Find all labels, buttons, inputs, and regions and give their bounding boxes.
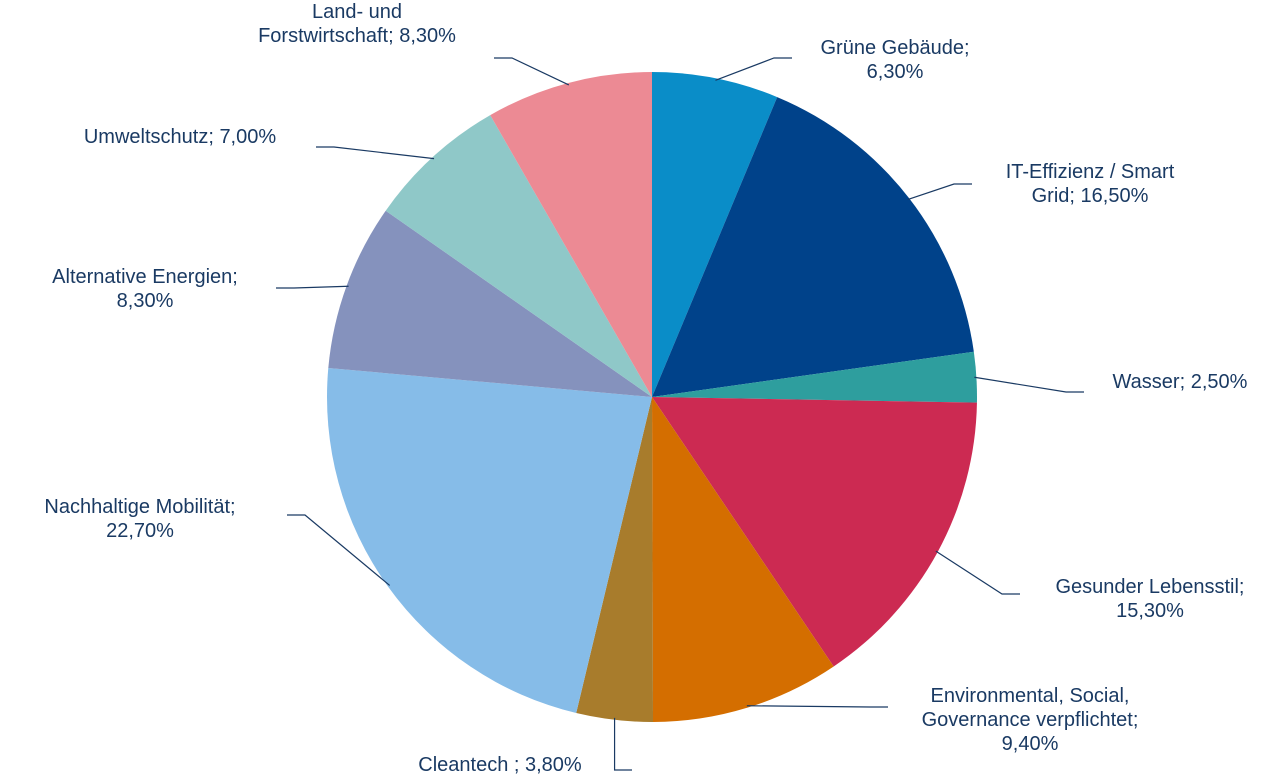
pie-slice xyxy=(652,397,977,667)
pie-slice xyxy=(652,397,834,722)
value-label: 6,30% xyxy=(866,61,924,83)
data-label: Nachhaltige Mobilität; 22,70% xyxy=(20,495,260,543)
pie-slice xyxy=(385,115,652,397)
category-label: Alternative Energien; xyxy=(52,266,238,288)
data-label: Alternative Energien; 8,30% xyxy=(25,265,265,313)
data-label: Land- und Forstwirtschaft; 8,30% xyxy=(246,0,468,48)
leader-line xyxy=(316,146,435,160)
category-label: Gesunder Lebensstil; xyxy=(1055,576,1245,598)
pie-slice xyxy=(652,72,778,397)
data-label: IT-Effizienz / Smart Grid; 16,50% xyxy=(984,160,1196,208)
value-label: 16,50% xyxy=(1080,185,1149,207)
leader-line xyxy=(287,514,391,586)
category-label: Nachhaltige Mobilität; xyxy=(44,496,236,518)
value-label: 7,00% xyxy=(219,126,277,148)
category-label: Grüne Gebäude; xyxy=(820,37,970,59)
pie-slice xyxy=(328,210,652,397)
value-label: 15,30% xyxy=(1116,600,1184,622)
pie-slice xyxy=(490,72,652,397)
pie-slice xyxy=(327,367,652,714)
data-label: Umweltschutz; 7,00% xyxy=(30,125,330,149)
value-label: 2,50% xyxy=(1190,371,1248,393)
value-label: 8,30% xyxy=(116,290,174,312)
value-label: 3,80% xyxy=(525,754,582,776)
category-label: IT-Effizienz / Smart Grid; xyxy=(1005,161,1175,207)
pie-slice xyxy=(652,351,977,403)
leader-line xyxy=(746,705,888,708)
value-label: 9,40% xyxy=(1001,733,1059,755)
category-label: Umweltschutz; xyxy=(83,126,214,148)
data-label: Cleantech ; 3,80% xyxy=(370,753,630,777)
pie-slice xyxy=(652,97,974,398)
leader-line xyxy=(276,285,349,289)
leader-line xyxy=(715,57,792,81)
category-label: Cleantech ; xyxy=(418,754,520,776)
value-label: 8,30% xyxy=(399,25,456,47)
data-label: Wasser; 2,50% xyxy=(1080,370,1279,394)
leader-line xyxy=(935,550,1020,595)
leader-line xyxy=(613,717,632,771)
data-label: Environmental, Social, Governance verpfl… xyxy=(919,684,1141,756)
leader-line xyxy=(974,376,1084,393)
leader-line xyxy=(494,57,570,86)
leader-line xyxy=(907,183,972,201)
category-label: Wasser; xyxy=(1112,371,1186,393)
data-label: Grüne Gebäude; 6,30% xyxy=(810,36,980,84)
value-label: 22,70% xyxy=(106,520,174,542)
pie-slice xyxy=(576,397,654,722)
data-label: Gesunder Lebensstil; 15,30% xyxy=(1039,575,1261,623)
category-label: Land- und Forstwirtschaft; xyxy=(258,1,403,47)
category-label: Environmental, Social, Governance verpfl… xyxy=(921,685,1139,731)
